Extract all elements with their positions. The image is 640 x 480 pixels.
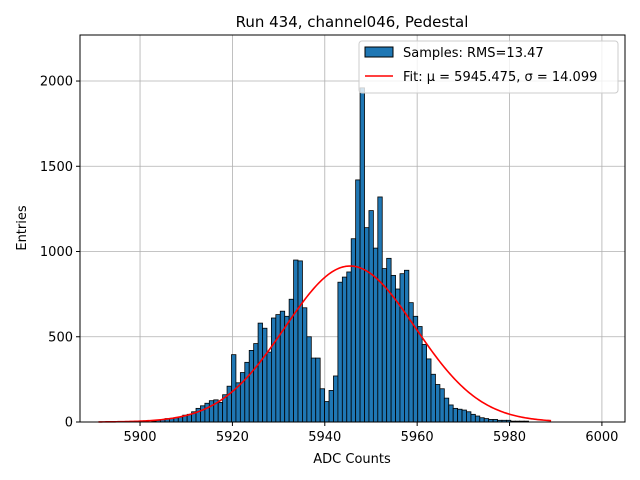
- histogram-bar: [302, 307, 308, 423]
- histogram-bar: [253, 343, 259, 423]
- y-tick-label: 0: [65, 416, 73, 431]
- histogram-bar: [461, 409, 467, 423]
- histogram-bar: [448, 404, 454, 423]
- histogram-bar: [319, 388, 326, 423]
- legend-label-samples: Samples: RMS=13.47: [403, 46, 544, 61]
- histogram-bar: [297, 260, 303, 423]
- histogram-bar: [417, 326, 423, 423]
- y-tick-label: 1000: [40, 245, 73, 260]
- histogram-bar: [226, 385, 232, 423]
- histogram-bar: [328, 390, 334, 423]
- histogram-bar: [412, 315, 419, 423]
- y-tick-label: 2000: [40, 75, 73, 90]
- histogram-bar: [466, 411, 472, 423]
- legend-box: [358, 40, 619, 94]
- histogram-bar: [364, 227, 370, 423]
- histogram-bar: [204, 402, 210, 423]
- histogram-bar: [355, 179, 361, 423]
- histogram-bar: [421, 344, 427, 423]
- plot-frame: [79, 34, 626, 423]
- histogram-bar: [244, 361, 250, 423]
- histogram-bar: [315, 357, 321, 423]
- histogram-bar: [435, 384, 441, 423]
- histogram-bar: [372, 247, 379, 423]
- histogram-bar: [368, 210, 374, 423]
- histogram-bar: [470, 413, 476, 423]
- histogram-bar: [457, 408, 463, 423]
- histogram-bar: [452, 407, 459, 423]
- histogram-bar: [426, 358, 432, 423]
- histogram-bar: [293, 259, 299, 423]
- histogram-bar: [483, 418, 490, 423]
- x-axis-label: ADC Counts: [313, 452, 391, 467]
- histogram-bar: [346, 271, 352, 423]
- fit-curve: [98, 265, 552, 423]
- histogram-bar: [341, 276, 348, 423]
- chart-title: Run 434, channel046, Pedestal: [236, 13, 469, 31]
- x-tick-label: 5920: [216, 430, 249, 445]
- x-tick-label: 5960: [401, 430, 434, 445]
- histogram-bar: [333, 375, 339, 423]
- histogram-bar: [377, 196, 383, 423]
- histogram-bar: [266, 351, 272, 423]
- histogram-bar: [248, 349, 255, 423]
- histogram-bar: [474, 415, 481, 423]
- x-tick-label: 5940: [308, 430, 341, 445]
- x-tick-label: 5900: [123, 430, 156, 445]
- histogram-bar: [359, 87, 365, 423]
- histogram-bar: [430, 373, 436, 423]
- legend-label-fit: Fit: μ = 5945.475, σ = 14.099: [403, 70, 597, 85]
- histogram-bar: [306, 336, 312, 423]
- histogram-bar: [275, 314, 281, 423]
- y-tick-label: 500: [48, 330, 73, 345]
- histogram-bar: [399, 273, 405, 423]
- histogram-bar: [262, 327, 268, 423]
- histogram-bar: [257, 322, 263, 423]
- x-tick-label: 5980: [493, 430, 526, 445]
- histogram-bar: [270, 317, 277, 423]
- histogram-bars: [151, 87, 529, 423]
- histogram-bar: [284, 315, 290, 423]
- histogram-bar: [479, 417, 485, 423]
- legend: Samples: RMS=13.47 Fit: μ = 5945.475, σ …: [358, 40, 619, 94]
- histogram-bar: [381, 268, 388, 423]
- legend-swatch-samples: [364, 46, 394, 58]
- histogram-bar: [324, 401, 330, 423]
- histogram-bar: [310, 357, 317, 423]
- histogram-bar: [337, 281, 343, 423]
- histogram-bar: [200, 405, 206, 423]
- axis-ticks: 5900 5920 5940 5960 5980 6000 0 500 1000 1500 2000: [40, 75, 619, 445]
- histogram-bar: [439, 388, 445, 423]
- histogram-bar: [386, 257, 392, 423]
- x-tick-label: 6000: [585, 430, 618, 445]
- histogram-bar: [217, 401, 224, 423]
- histogram-bar: [395, 288, 401, 423]
- histogram-bar: [404, 269, 410, 423]
- histogram-bar: [208, 400, 215, 423]
- y-axis-label: Entries: [15, 205, 30, 251]
- histogram-bar: [443, 397, 450, 423]
- y-tick-label: 1500: [40, 160, 73, 175]
